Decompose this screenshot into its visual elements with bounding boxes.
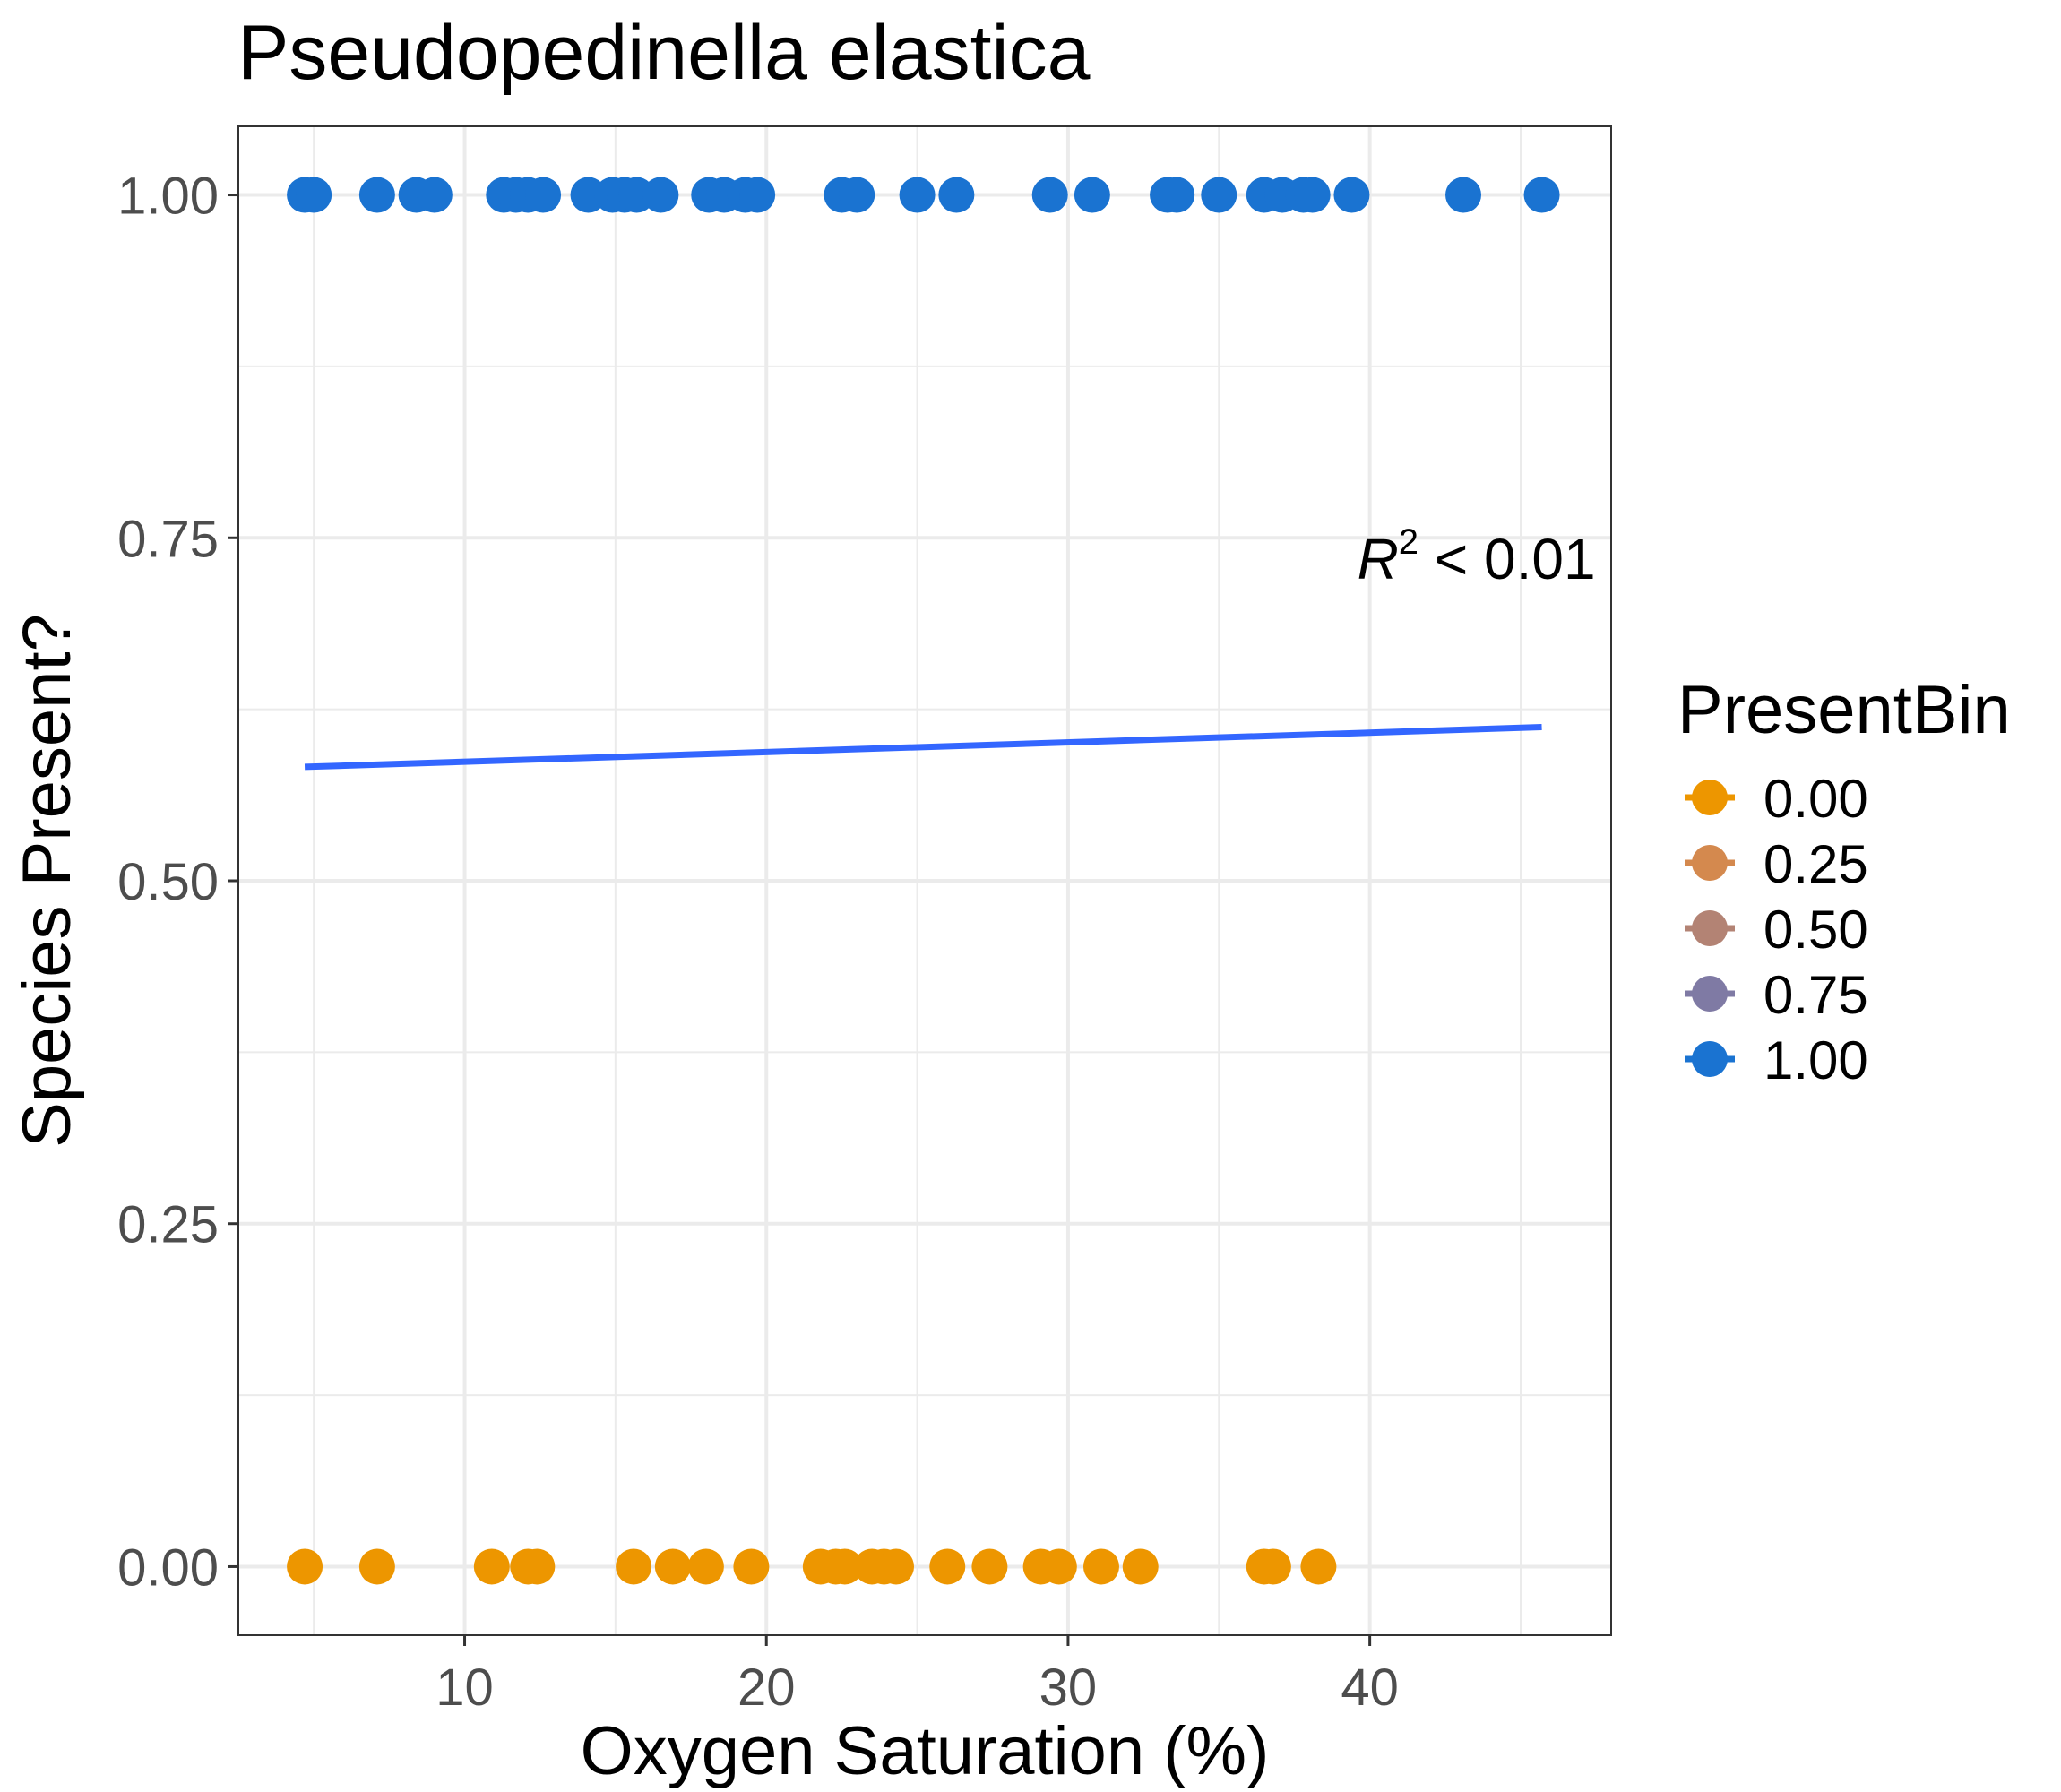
data-point-1-00	[938, 177, 975, 213]
data-point-0-00	[878, 1548, 915, 1585]
y-tick-label: 0.25	[117, 1196, 219, 1254]
data-point-0-00	[1082, 1548, 1119, 1585]
data-point-1-00	[416, 177, 453, 213]
legend-label: 0.75	[1763, 965, 1868, 1025]
data-point-0-00	[687, 1548, 724, 1585]
data-point-0-00	[1040, 1548, 1077, 1585]
axes: 10 20 30 40 0.00 0.25 0.50 0.75 1.00	[117, 168, 1399, 1717]
y-axis-label: Species Present?	[9, 614, 85, 1148]
legend-entry: 0.75	[1685, 965, 1868, 1025]
x-tick-label: 20	[737, 1658, 796, 1717]
data-point-1-00	[1333, 177, 1370, 213]
x-axis-label: Oxygen Saturation (%)	[581, 1713, 1270, 1789]
data-point-0-00	[826, 1548, 863, 1585]
legend-key-point	[1692, 845, 1728, 881]
legend-entries: 0.000.250.500.751.00	[1685, 769, 1868, 1090]
legend-label: 0.25	[1763, 834, 1868, 894]
data-point-0-00	[1300, 1548, 1337, 1585]
data-point-0-00	[654, 1548, 691, 1585]
legend-key-point	[1692, 976, 1728, 1012]
y-tick-label: 1.00	[117, 168, 219, 226]
data-point-1-00	[1074, 177, 1110, 213]
data-point-0-00	[473, 1548, 510, 1585]
y-tick-label: 0.00	[117, 1538, 219, 1597]
data-point-0-00	[971, 1548, 1008, 1585]
data-point-1-00	[739, 177, 776, 213]
data-point-0-00	[287, 1548, 323, 1585]
r-squared-rest: < 0.01	[1419, 527, 1596, 591]
legend-key-point	[1692, 1041, 1728, 1077]
data-point-1-00	[839, 177, 875, 213]
data-point-0-00	[1255, 1548, 1291, 1585]
data-point-1-00	[1201, 177, 1237, 213]
legend-entry: 0.00	[1685, 769, 1868, 829]
x-tick-label: 30	[1039, 1658, 1098, 1717]
r-squared-annotation: R2 < 0.01	[1358, 522, 1596, 591]
data-point-1-00	[296, 177, 332, 213]
data-point-1-00	[525, 177, 562, 213]
data-point-1-00	[642, 177, 679, 213]
data-point-1-00	[1159, 177, 1195, 213]
data-point-0-00	[358, 1548, 395, 1585]
x-tick-label: 10	[435, 1658, 494, 1717]
data-point-1-00	[358, 177, 395, 213]
legend-entry: 0.50	[1685, 900, 1868, 960]
r-squared-text: R2 < 0.01	[1358, 522, 1596, 591]
legend-key-point	[1692, 780, 1728, 815]
legend-label: 0.50	[1763, 900, 1868, 960]
data-point-1-00	[899, 177, 936, 213]
r-squared-r: R	[1358, 527, 1399, 591]
y-tick-label: 0.50	[117, 853, 219, 911]
data-point-0-00	[733, 1548, 770, 1585]
data-point-1-00	[1523, 177, 1560, 213]
data-point-0-00	[929, 1548, 966, 1585]
data-point-0-00	[1122, 1548, 1159, 1585]
fit-line-layer	[304, 724, 1542, 771]
data-point-0-00	[519, 1548, 556, 1585]
r-squared-sup: 2	[1399, 522, 1419, 562]
chart-title: Pseudopedinella elastica	[237, 10, 1091, 96]
data-point-1-00	[1445, 177, 1482, 213]
data-point-1-00	[1294, 177, 1331, 213]
x-tick-label: 40	[1341, 1658, 1399, 1717]
legend-entry: 1.00	[1685, 1030, 1868, 1090]
data-point-1-00	[1031, 177, 1068, 213]
legend-label: 0.00	[1763, 769, 1868, 829]
y-tick-label: 0.75	[117, 510, 219, 568]
legend-title: PresentBin	[1677, 672, 2011, 748]
points-layer	[287, 177, 1560, 1585]
legend-key-point	[1692, 910, 1728, 946]
fit-line	[304, 724, 1542, 771]
grid	[238, 126, 1611, 1635]
data-point-0-00	[616, 1548, 652, 1585]
legend: PresentBin 0.000.250.500.751.00	[1677, 672, 2011, 1090]
legend-label: 1.00	[1763, 1030, 1868, 1090]
legend-entry: 0.25	[1685, 834, 1868, 894]
